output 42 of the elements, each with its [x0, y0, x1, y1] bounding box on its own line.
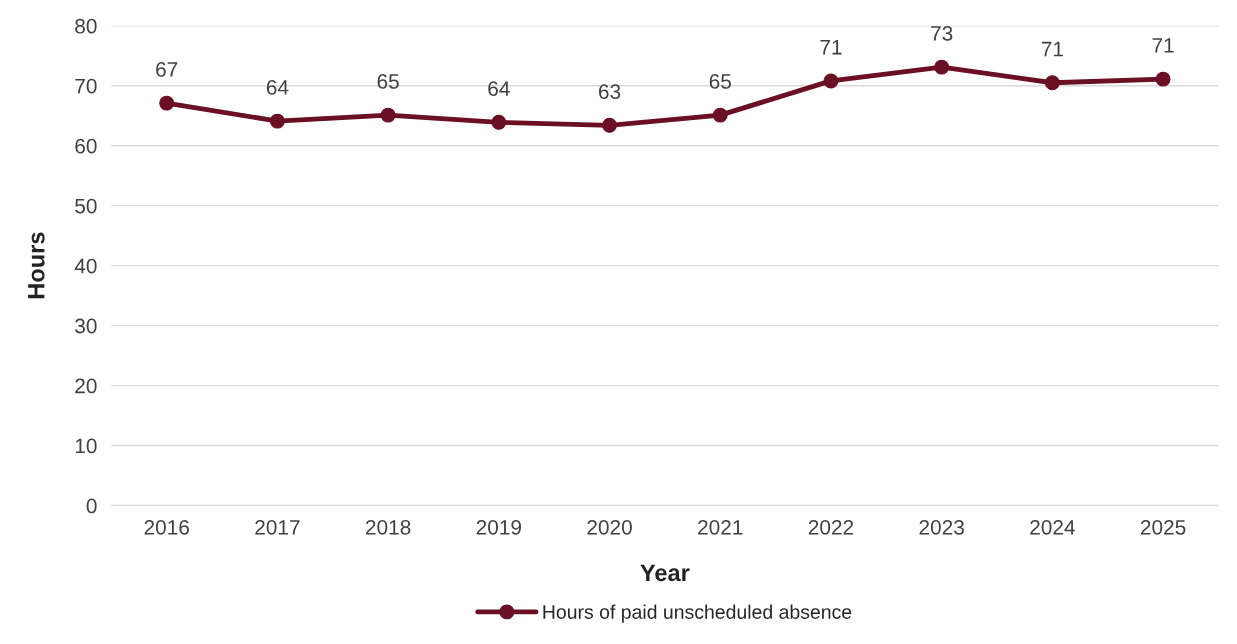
x-tick-label: 2023 [919, 519, 964, 535]
x-axis-title: Year [640, 564, 690, 582]
point [823, 73, 839, 89]
legend-label: Hours of paid unscheduled absence [543, 604, 852, 623]
data-label: 64 [266, 80, 289, 95]
data-label: 71 [1152, 38, 1174, 53]
data-label: 65 [377, 74, 399, 89]
x-tick-label: 2020 [587, 519, 632, 535]
y-tick-label: 60 [75, 138, 97, 154]
x-tick-label: 2021 [698, 519, 743, 535]
data-label: 71 [1041, 41, 1063, 57]
data-label: 63 [599, 84, 621, 99]
point [380, 107, 396, 123]
y-tick-label: 70 [75, 78, 97, 94]
y-tick-label: 0 [86, 498, 97, 514]
data-label: 71 [820, 40, 842, 55]
data-label: 64 [488, 81, 510, 96]
y-tick-label: 30 [75, 318, 97, 334]
x-tick-label: 2024 [1030, 519, 1075, 535]
point [159, 95, 175, 111]
x-tick-label: 2019 [476, 519, 522, 535]
y-tick-label: 40 [74, 258, 97, 274]
x-tick-label: 2025 [1140, 519, 1186, 535]
x-tick-label: 2017 [255, 519, 300, 535]
point [712, 107, 728, 123]
y-tick-label: 10 [75, 438, 97, 454]
point [934, 59, 950, 75]
point [269, 113, 285, 129]
point [1044, 75, 1060, 91]
data-label: 67 [156, 62, 178, 77]
point [1155, 71, 1171, 87]
x-tick-label: 2022 [808, 519, 854, 535]
point [491, 114, 507, 130]
y-tick-label: 20 [75, 378, 97, 394]
y-axis-title: Hours [28, 232, 45, 299]
x-tick-label: 2016 [144, 519, 189, 535]
data-label: 65 [709, 74, 731, 89]
y-tick-label: 80 [75, 18, 97, 34]
x-tick-label: 2018 [365, 519, 411, 535]
point [602, 117, 617, 133]
data-label: 73 [931, 26, 953, 41]
y-tick-label: 50 [75, 198, 97, 214]
